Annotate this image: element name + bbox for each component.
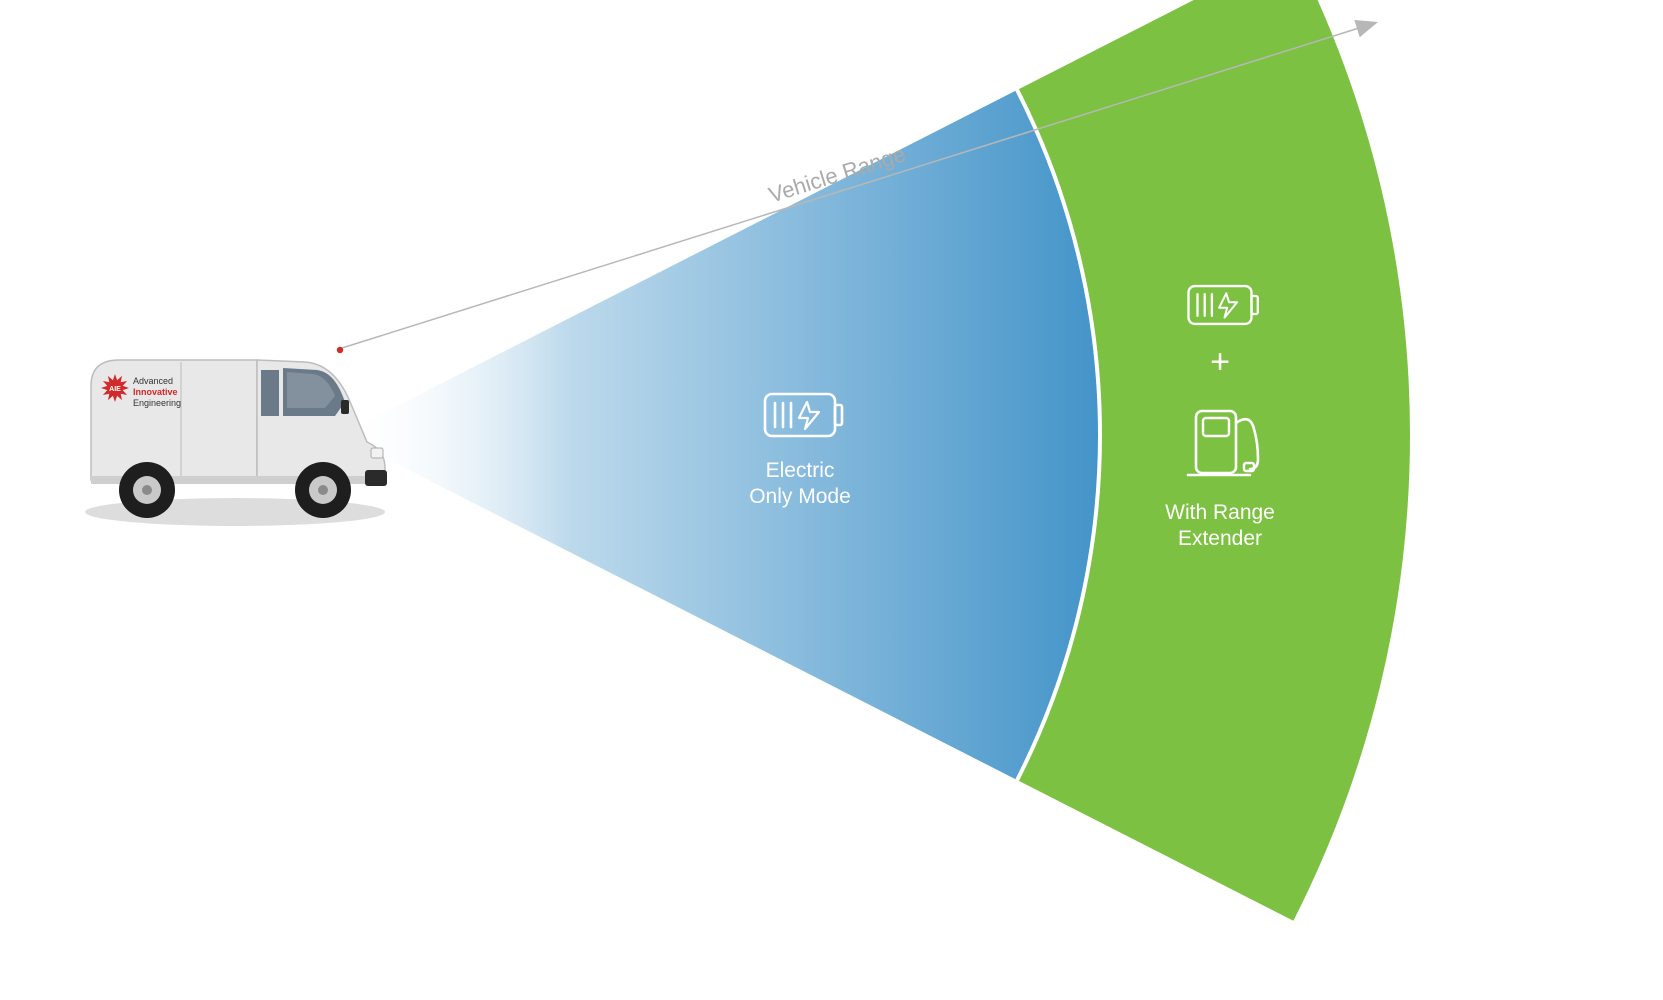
brand-line-2: Innovative [133,387,178,397]
range-cone [340,0,1410,921]
delivery-van: AIE AdvancedInnovativeEngineering [85,360,387,526]
brand-line-3: Engineering [133,398,181,408]
electric-mode-label-1: Electric [766,459,835,482]
electric-range-wedge [340,90,1100,780]
brand-line-1: Advanced [133,376,173,386]
extender-label-1: With Range [1165,501,1275,524]
brand-badge-text: AIE [109,386,121,393]
extender-label-2: Extender [1178,527,1262,550]
origin-dot [337,347,343,353]
electric-mode-label-2: Only Mode [749,485,851,508]
plus-icon: + [1210,343,1230,381]
